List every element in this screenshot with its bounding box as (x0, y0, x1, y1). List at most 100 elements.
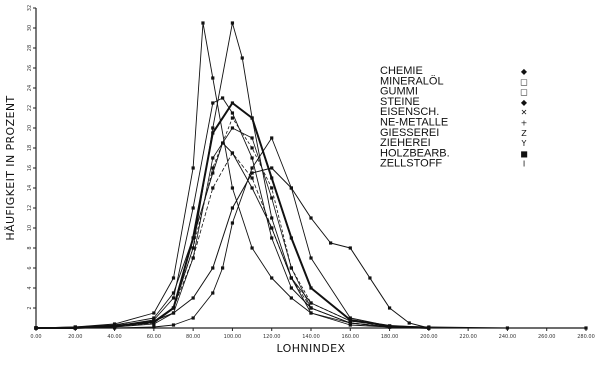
x-tick-label: 20.00 (68, 334, 82, 340)
y-tick-label: 24 (27, 85, 33, 91)
legend-item-label: CHEMIE (380, 65, 423, 77)
data-point (171, 291, 176, 295)
data-point (73, 326, 77, 330)
legend-item-label: STEINE (380, 96, 420, 108)
legend-item-label: HOLZBEARB. (380, 147, 450, 159)
data-point (112, 324, 117, 328)
data-point (250, 171, 254, 175)
legend-item-label: GIESSEREI (380, 127, 439, 139)
y-tick-label: 28 (27, 45, 33, 51)
data-point (309, 301, 313, 305)
series-line (36, 137, 429, 329)
data-point (112, 326, 117, 330)
data-point (171, 311, 176, 315)
data-point (309, 216, 313, 220)
data-point (309, 286, 313, 290)
data-point (250, 186, 254, 190)
data-point (171, 276, 176, 280)
y-tick-label: 26 (27, 65, 33, 71)
data-point (230, 116, 235, 120)
data-point (270, 226, 274, 230)
data-point (230, 151, 235, 155)
legend-item-label: ZIEHEREI (380, 137, 431, 149)
y-tick-label: 4 (27, 286, 33, 289)
chart-ticks: 0.00 20.00 40.00 60.00 80.00 100.00 120.00 140.… (27, 5, 595, 340)
x-tick-label: 80.00 (186, 334, 200, 340)
series-line (36, 97, 429, 329)
y-axis-label: HÄUFIGKEIT IN PROZENT (4, 95, 17, 240)
data-point (230, 186, 235, 190)
data-point (309, 306, 313, 310)
data-point (289, 276, 293, 280)
data-point (368, 276, 372, 280)
y-tick-label: 20 (27, 125, 33, 131)
legend-item-label: GUMMI (380, 86, 418, 98)
x-tick-label: 220.00 (459, 334, 477, 340)
data-point (407, 321, 411, 325)
y-tick-label: 14 (27, 185, 33, 191)
data-point (584, 326, 588, 330)
data-point (221, 141, 225, 145)
legend-item-marker-icon: Y (521, 139, 527, 148)
data-point (250, 146, 254, 150)
x-axis-label: LOHNINDEX (277, 342, 346, 355)
x-tick-label: 60.00 (147, 334, 161, 340)
x-tick-label: 160.00 (342, 334, 360, 340)
data-point (191, 236, 195, 240)
legend-item-marker-icon: □ (520, 77, 528, 86)
data-point (211, 171, 215, 175)
data-point (270, 236, 274, 240)
series-lines (35, 22, 586, 329)
x-tick-label: 180.00 (381, 334, 399, 340)
y-tick-label: 22 (27, 105, 33, 111)
data-point (309, 311, 313, 315)
data-point (348, 246, 352, 250)
data-point (171, 323, 176, 327)
data-point (191, 166, 195, 170)
data-point (191, 206, 195, 210)
data-point (211, 76, 215, 80)
legend-item-marker-icon: □ (520, 88, 528, 97)
series-line (36, 152, 429, 329)
chart-axes (35, 8, 586, 329)
series-line (36, 127, 429, 329)
data-point (211, 156, 215, 160)
data-point (505, 326, 510, 330)
series-line (36, 167, 430, 329)
data-point (270, 136, 274, 140)
data-point (230, 111, 235, 115)
y-tick-label: 30 (27, 25, 33, 31)
chart-legend: CHEMIE ◆ MINERALÖL □ GUMMI □ STEINE ◆ EISENSCH. ✕… (380, 65, 528, 170)
x-tick-label: 240.00 (499, 334, 517, 340)
data-point (309, 256, 313, 260)
series-points (34, 21, 588, 330)
data-point (230, 206, 235, 210)
data-point (112, 322, 117, 326)
data-point (250, 246, 254, 250)
data-point (152, 311, 156, 315)
data-point (191, 296, 195, 300)
data-point (348, 316, 352, 320)
data-point (240, 56, 244, 60)
data-point (152, 321, 156, 325)
data-point (250, 176, 254, 180)
series-line (35, 22, 429, 329)
data-point (348, 318, 352, 322)
data-point (289, 296, 293, 300)
series-line (35, 142, 586, 329)
data-point (329, 241, 333, 245)
legend-item-label: ZELLSTOFF (380, 158, 442, 170)
y-tick-label: 10 (27, 225, 33, 231)
legend-item-marker-icon: ■ (520, 149, 528, 158)
data-point (289, 186, 293, 190)
data-point (427, 326, 431, 330)
x-tick-label: 0.00 (30, 334, 41, 340)
x-tick-label: 280.00 (577, 334, 595, 340)
legend-item-marker-icon: + (521, 119, 528, 128)
legend-item-marker-icon: Z (521, 129, 527, 138)
data-point (34, 326, 38, 330)
y-tick-label: 32 (27, 5, 33, 11)
series-line (36, 22, 429, 329)
data-point (270, 176, 274, 180)
data-point (387, 324, 392, 328)
